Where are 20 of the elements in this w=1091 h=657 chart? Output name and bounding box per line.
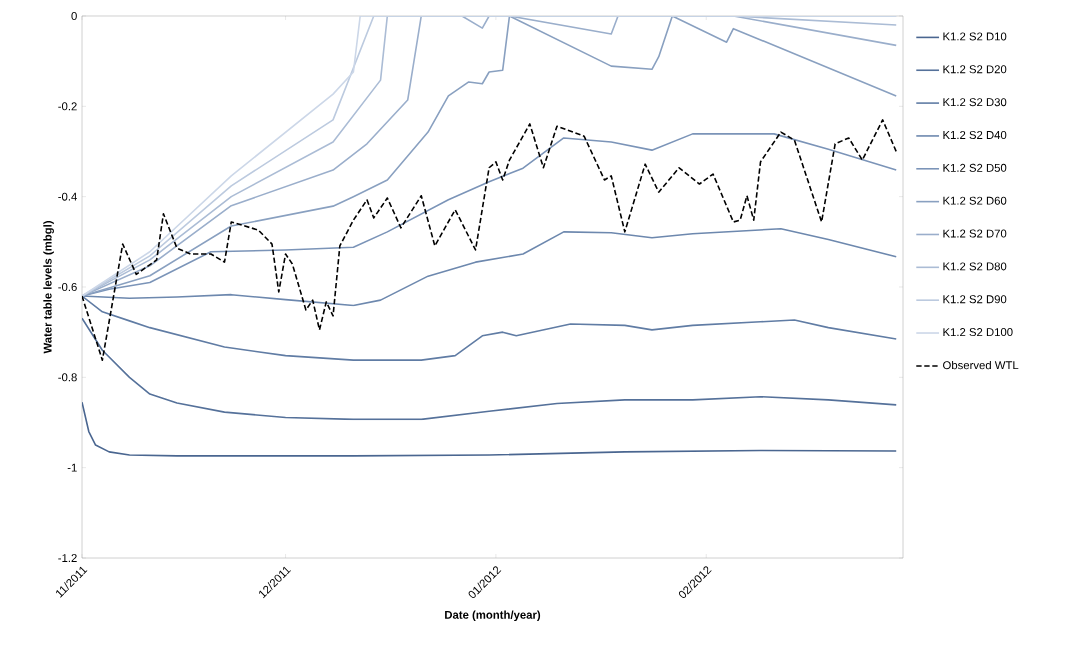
legend-label: K1.2 S2 D100	[943, 328, 1013, 337]
y-tick-label: -0.4	[58, 192, 77, 201]
legend-label: K1.2 S2 D20	[943, 65, 1007, 74]
legend-label: K1.2 S2 D60	[943, 196, 1007, 205]
y-tick-label: -0.2	[58, 102, 77, 111]
legend-label: K1.2 S2 D70	[943, 229, 1007, 238]
x-axis-title: Date (month/year)	[445, 610, 541, 622]
legend-label: Observed WTL	[943, 360, 1019, 370]
legend-label: K1.2 S2 D80	[943, 262, 1007, 271]
y-tick-label: -0.8	[58, 373, 77, 382]
y-tick-label: -1	[67, 463, 77, 472]
legend-label: K1.2 S2 D40	[943, 130, 1007, 139]
y-tick-label: 0	[71, 11, 77, 20]
y-axis-title: Water table levels (mbgl)	[43, 221, 54, 354]
y-tick-label: -0.6	[58, 282, 77, 291]
legend-label: K1.2 S2 D50	[943, 163, 1007, 172]
y-tick-label: -1.2	[58, 554, 77, 562]
legend-label: K1.2 S2 D30	[943, 98, 1007, 107]
legend-label: K1.2 S2 D10	[943, 32, 1007, 41]
legend-label: K1.2 S2 D90	[943, 295, 1007, 304]
